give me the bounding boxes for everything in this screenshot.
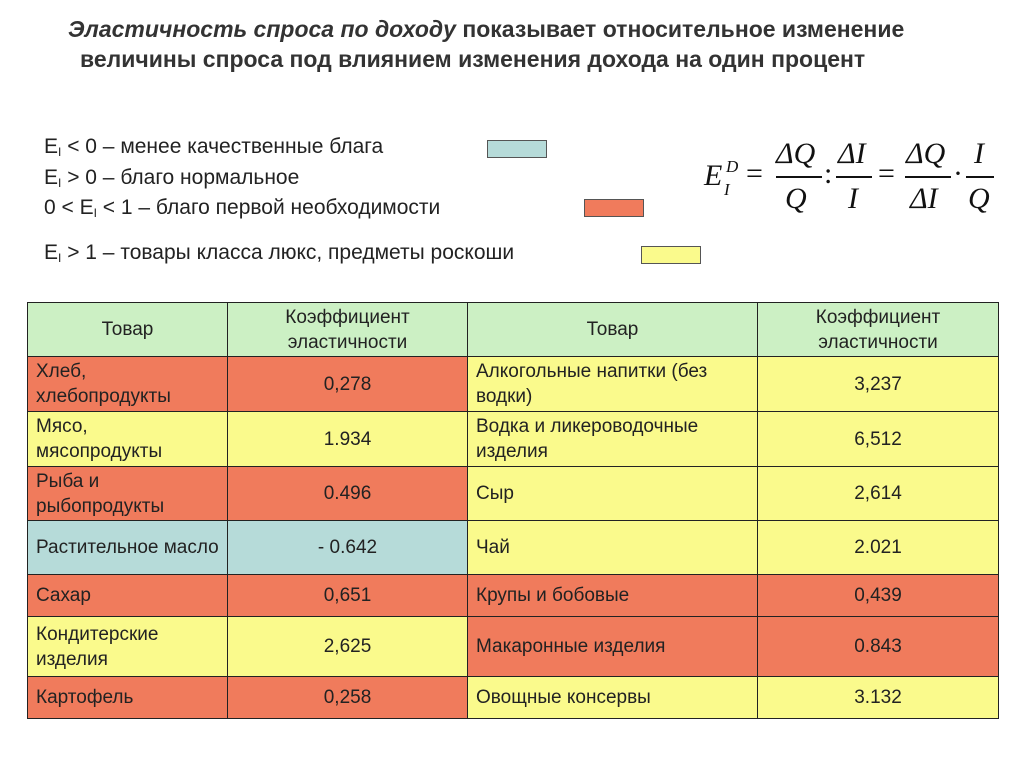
header-coefficient-right: Коэффициент эластичности — [757, 302, 999, 357]
coefficient-left: - 0.642 — [227, 520, 468, 575]
legend-swatch-yellow — [641, 246, 701, 264]
legend-swatch-red — [584, 199, 644, 217]
product-name-right: Алкогольные напитки (без водки) — [467, 356, 758, 412]
legend-item-necessity: 0 < EI < 1 – благо первой необходимости — [44, 193, 704, 223]
formula-f3-bar — [905, 176, 951, 178]
heading-definition: показывает относительное изменение велич… — [80, 16, 905, 72]
formula-equals-2: = — [878, 157, 895, 190]
table-row: Хлеб, хлебопродукты 0,278 Алкогольные напи… — [27, 356, 999, 412]
coefficient-right: 3,237 — [757, 356, 999, 412]
formula-lhs-sup: D — [726, 157, 739, 176]
heading-term: Эластичность спроса по доходу — [68, 16, 456, 42]
legend-label: < 0 – менее качественные блага — [61, 135, 384, 158]
coefficient-right: 3.132 — [757, 676, 999, 719]
legend-symbol-sub: I — [58, 176, 62, 190]
elasticity-formula: E D I = ΔQ Q : ΔI I = ΔQ ΔI · I Q — [700, 135, 1000, 227]
product-name-left: Растительное масло — [27, 520, 228, 575]
legend-swatch-blue — [487, 140, 547, 158]
legend-symbol-sub: I — [93, 206, 97, 220]
legend-symbol: 0 < E — [44, 196, 94, 219]
product-name-right: Водка и ликероводочные изделия — [467, 411, 758, 467]
coefficient-left: 0.496 — [227, 466, 468, 521]
product-name-right: Чай — [467, 520, 758, 575]
table-row: Кондитерские изделия 2,625 Макаронные изде… — [27, 616, 999, 677]
formula-f2-bar — [836, 176, 872, 178]
table-row: Растительное масло - 0.642 Чай 2.021 — [27, 520, 999, 575]
formula-lhs: E — [704, 159, 723, 192]
formula-lhs-sub: I — [724, 180, 730, 199]
legend-item-inferior: EI < 0 – менее качественные блага — [44, 132, 704, 162]
formula-f2-num: ΔI — [838, 137, 866, 170]
definition-heading: Эластичность спроса по доходу показывает… — [68, 14, 1020, 74]
coefficient-left: 0,278 — [227, 356, 468, 412]
product-name-left: Картофель — [27, 676, 228, 719]
legend-symbol: E — [44, 241, 59, 264]
coefficient-right: 2,614 — [757, 466, 999, 521]
legend-symbol-sub: I — [58, 251, 62, 265]
coefficient-right: 0,439 — [757, 574, 999, 617]
header-coefficient-left: Коэффициент эластичности — [227, 302, 468, 357]
legend-symbol-sub: I — [58, 145, 62, 159]
product-name-left: Кондитерские изделия — [27, 616, 228, 677]
coefficient-left: 2,625 — [227, 616, 468, 677]
table-row: Сахар 0,651 Крупы и бобовые 0,439 — [27, 574, 999, 617]
legend-label: < 1 – благо первой необходимости — [96, 196, 441, 219]
formula-f1-den: Q — [785, 182, 807, 215]
coefficient-left: 0,258 — [227, 676, 468, 719]
formula-f3-num: ΔQ — [906, 137, 946, 170]
coefficient-right: 2.021 — [757, 520, 999, 575]
product-name-left: Мясо, мясопродукты — [27, 411, 228, 467]
formula-f1-bar — [776, 176, 822, 178]
legend-item-normal: EI > 0 – благо нормальное — [44, 163, 704, 193]
table-row: Картофель 0,258 Овощные консервы 3.132 — [27, 676, 999, 719]
product-name-right: Сыр — [467, 466, 758, 521]
product-name-right: Макаронные изделия — [467, 616, 758, 677]
formula-f3-den: ΔI — [910, 182, 938, 215]
coefficient-left: 0,651 — [227, 574, 468, 617]
formula-f4-bar — [966, 176, 994, 178]
product-name-right: Крупы и бобовые — [467, 574, 758, 617]
legend-label: > 0 – благо нормальное — [61, 166, 300, 189]
formula-f4-num: I — [974, 137, 984, 170]
product-name-left: Рыба и рыбопродукты — [27, 466, 228, 521]
formula-colon: : — [824, 157, 833, 190]
legend-symbol: E — [44, 135, 59, 158]
product-name-left: Хлеб, хлебопродукты — [27, 356, 228, 412]
table-header-row: Товар Коэффициент эластичности Товар Коэ… — [27, 302, 999, 357]
product-name-left: Сахар — [27, 574, 228, 617]
table-row: Рыба и рыбопродукты 0.496 Сыр 2,614 — [27, 466, 999, 521]
coefficient-left: 1.934 — [227, 411, 468, 467]
formula-f2-den: I — [848, 182, 858, 215]
legend-symbol: E — [44, 166, 59, 189]
formula-equals: = — [746, 157, 763, 190]
product-name-right: Овощные консервы — [467, 676, 758, 719]
coefficient-right: 0.843 — [757, 616, 999, 677]
formula-f1-num: ΔQ — [776, 137, 816, 170]
coefficient-right: 6,512 — [757, 411, 999, 467]
formula-f4-den: Q — [968, 182, 990, 215]
elasticity-table: Товар Коэффициент эластичности Товар Коэ… — [27, 302, 999, 719]
legend-item-luxury: EI > 1 – товары класса люкс, предметы ро… — [44, 238, 704, 268]
header-product-left: Товар — [27, 302, 228, 357]
header-product-right: Товар — [467, 302, 758, 357]
legend-label: > 1 – товары класса люкс, предметы роско… — [61, 241, 515, 264]
table-row: Мясо, мясопродукты 1.934 Водка и ликеровод… — [27, 411, 999, 467]
formula-dot: · — [953, 157, 963, 190]
